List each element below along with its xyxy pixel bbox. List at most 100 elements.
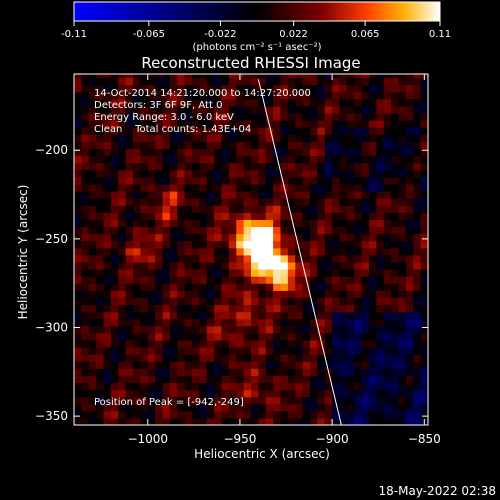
heatmap-cell (302, 410, 311, 419)
heatmap-cell (251, 84, 259, 93)
heatmap-cell (280, 354, 289, 362)
heatmap-cell (236, 347, 245, 355)
heatmap-cell (361, 325, 370, 334)
heatmap-cell (140, 120, 149, 128)
heatmap-cell (310, 417, 318, 425)
heatmap-cell (265, 361, 274, 369)
heatmap-cell (376, 198, 385, 206)
heatmap-cell (398, 361, 407, 369)
heatmap-cell (324, 212, 333, 220)
peak-position-label: Position of Peak = [-942,-249] (94, 397, 244, 408)
colorbar-tick-label: 0.11 (429, 29, 451, 40)
heatmap-cell (317, 354, 326, 362)
heatmap-cell (310, 410, 318, 419)
heatmap-cell (221, 113, 230, 121)
heatmap-cell (280, 141, 289, 150)
heatmap-cell (273, 148, 282, 157)
heatmap-cell (162, 233, 171, 242)
heatmap-cell (251, 269, 259, 277)
heatmap-cell (420, 127, 428, 135)
heatmap-cell (199, 354, 208, 362)
heatmap-cell (118, 212, 127, 220)
heatmap-cell (258, 276, 267, 284)
heatmap-cell (376, 247, 385, 256)
heatmap-cell (221, 389, 230, 398)
heatmap-cell (125, 389, 134, 398)
heatmap-cell (221, 191, 230, 199)
heatmap-cell (206, 276, 215, 284)
heatmap-cell (280, 98, 289, 107)
heatmap-cell (169, 382, 178, 391)
heatmap-cell (133, 325, 141, 334)
heatmap-cell (317, 233, 326, 242)
heatmap-cell (280, 205, 289, 213)
heatmap-cell (398, 219, 407, 228)
heatmap-cell (339, 84, 348, 93)
heatmap-cell (214, 205, 223, 213)
heatmap-cell (258, 382, 267, 391)
heatmap-cell (133, 219, 141, 228)
heatmap-cell (273, 198, 282, 206)
heatmap-cell (413, 297, 422, 306)
heatmap-cell (162, 176, 171, 185)
heatmap-cell (177, 176, 186, 185)
heatmap-cell (140, 91, 149, 100)
heatmap-cell (140, 354, 149, 362)
heatmap-cell (405, 84, 414, 93)
heatmap-cell (184, 396, 193, 405)
heatmap-cell (184, 247, 193, 256)
heatmap-cell (228, 212, 237, 220)
heatmap-cell (317, 261, 326, 270)
heatmap-cell (162, 155, 171, 164)
heatmap-cell (162, 261, 171, 270)
heatmap-cell (103, 339, 112, 348)
heatmap-cell (280, 304, 289, 313)
heatmap-cell (147, 91, 156, 100)
heatmap-cell (280, 134, 289, 142)
heatmap-cell (361, 127, 370, 135)
heatmap-cell (332, 318, 341, 327)
heatmap-cell (302, 183, 311, 192)
heatmap-cell (81, 332, 90, 341)
heatmap-cell (155, 113, 164, 121)
heatmap-cell (273, 91, 282, 100)
heatmap-cell (280, 212, 289, 220)
heatmap-cell (133, 318, 141, 327)
heatmap-cell (369, 212, 377, 220)
heatmap-cell (177, 127, 186, 135)
heatmap-cell (383, 290, 392, 298)
heatmap-cell (405, 417, 414, 425)
heatmap-cell (206, 240, 215, 249)
heatmap-cell (140, 113, 149, 121)
heatmap-cell (405, 74, 414, 79)
heatmap-cell (140, 219, 149, 228)
heatmap-cell (324, 347, 333, 355)
heatmap-cell (228, 74, 237, 79)
heatmap-cell (74, 396, 82, 405)
heatmap-cell (133, 198, 141, 206)
heatmap-cell (184, 148, 193, 157)
heatmap-cell (88, 219, 97, 228)
heatmap-cell (420, 226, 428, 235)
heatmap-cell (214, 375, 223, 384)
heatmap-cell (96, 382, 105, 391)
heatmap-cell (103, 247, 112, 256)
heatmap-cell (383, 375, 392, 384)
heatmap-cell (199, 347, 208, 355)
heatmap-cell (133, 276, 141, 284)
heatmap-cell (280, 311, 289, 320)
heatmap-cell (147, 389, 156, 398)
heatmap-cell (420, 254, 428, 263)
heatmap-cell (206, 417, 215, 425)
heatmap-cell (110, 155, 119, 164)
heatmap-cell (221, 332, 230, 341)
heatmap-cell (74, 283, 82, 291)
heatmap-cell (169, 183, 178, 192)
heatmap-cell (354, 74, 363, 79)
heatmap-cell (74, 297, 82, 306)
heatmap-cell (420, 261, 428, 270)
heatmap-cell (228, 98, 237, 107)
heatmap-cell (346, 396, 355, 405)
heatmap-cell (162, 290, 171, 298)
heatmap-cell (317, 382, 326, 391)
